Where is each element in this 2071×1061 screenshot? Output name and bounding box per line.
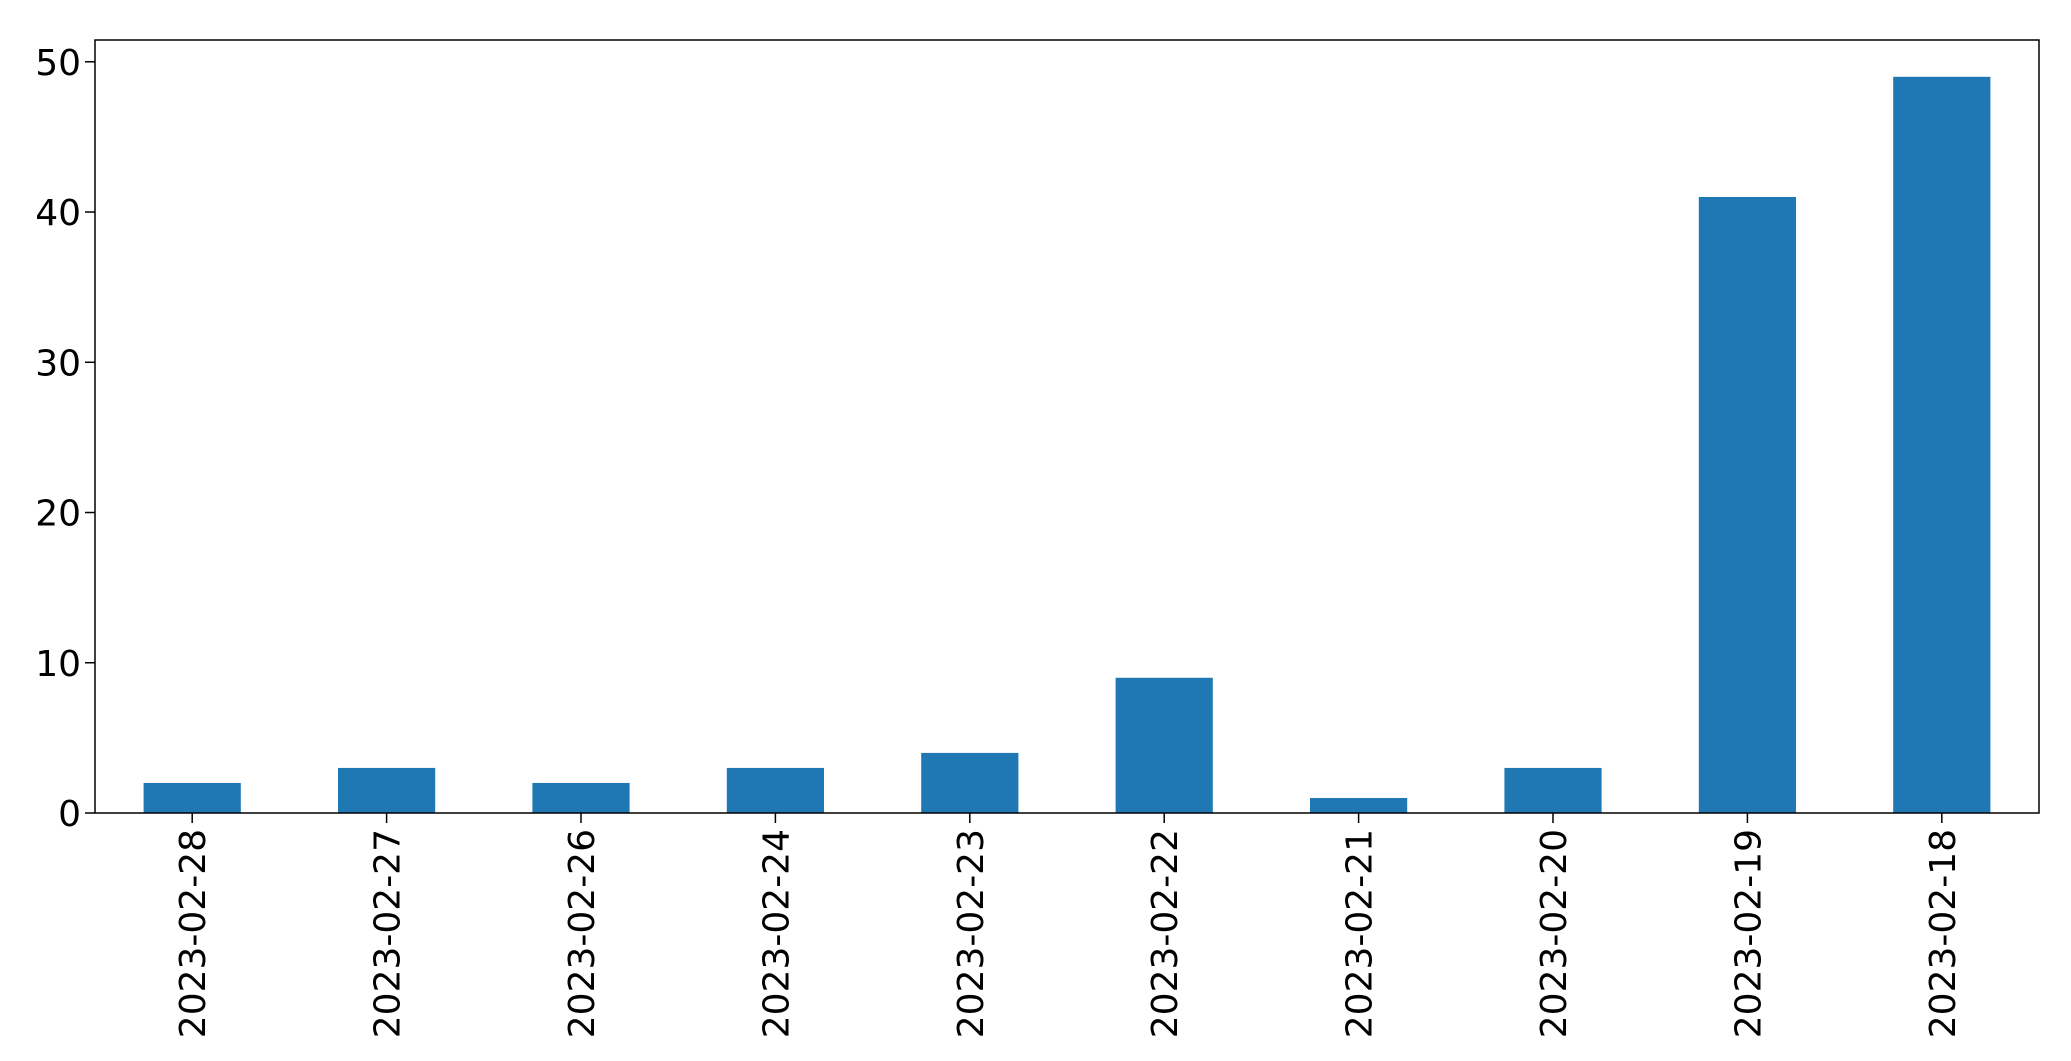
bar-2023-02-21 (1310, 797, 1408, 813)
plot-frame (94, 39, 2040, 814)
bar-2023-02-24 (726, 767, 824, 813)
bar-2023-02-19 (1698, 197, 1796, 813)
bars (143, 76, 1991, 814)
y-tick-label: 10 (35, 644, 81, 685)
x-tick-label: 2023-02-24 (756, 829, 797, 1038)
y-tick-label: 0 (58, 794, 81, 835)
x-tick-label: 2023-02-26 (562, 829, 603, 1038)
bar-2023-02-28 (143, 782, 241, 813)
x-tick-label: 2023-02-19 (1728, 829, 1769, 1038)
y-tick-label: 40 (35, 193, 81, 234)
bar-2023-02-26 (532, 782, 630, 813)
x-tick-label: 2023-02-22 (1145, 829, 1186, 1038)
y-axis: 0 10 20 30 40 50 (35, 43, 95, 835)
x-tick-label: 2023-02-20 (1534, 829, 1575, 1038)
bar-2023-02-22 (1115, 677, 1213, 813)
bar-2023-02-23 (921, 752, 1019, 813)
x-tick-label: 2023-02-21 (1340, 829, 1381, 1038)
bar-2023-02-27 (338, 767, 436, 813)
y-tick-label: 50 (35, 43, 81, 84)
y-tick-label: 20 (35, 494, 81, 535)
x-axis: 2023-02-28 2023-02-27 2023-02-26 2023-02-24… (173, 813, 1964, 1038)
bar-2023-02-20 (1504, 767, 1602, 813)
bar-2023-02-18 (1893, 76, 1991, 814)
x-tick-label: 2023-02-23 (951, 829, 992, 1038)
x-tick-label: 2023-02-28 (173, 829, 214, 1038)
x-tick-label: 2023-02-27 (368, 829, 409, 1038)
x-tick-label: 2023-02-18 (1923, 829, 1964, 1038)
y-tick-label: 30 (35, 343, 81, 384)
